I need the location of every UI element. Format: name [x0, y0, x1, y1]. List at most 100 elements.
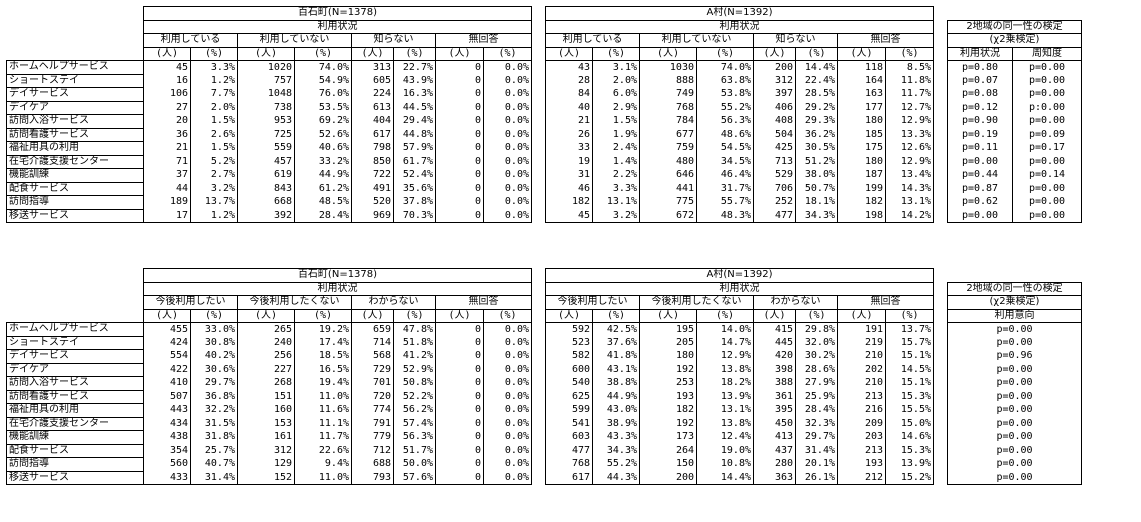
count-cell: 0 — [435, 430, 484, 444]
gap — [934, 169, 948, 183]
count-cell: 224 — [351, 87, 394, 101]
unit-count: (人) — [237, 46, 295, 61]
count-cell: 720 — [351, 390, 394, 404]
percent-cell: 14.3% — [885, 182, 934, 196]
gap — [934, 471, 948, 485]
percent-cell: 14.0% — [696, 322, 754, 336]
row-label: ショートステイ — [6, 335, 144, 350]
unit-percent: (%) — [294, 308, 352, 323]
count-cell: 227 — [237, 363, 295, 377]
table-row: 移送サービス 433 31.4% 152 11.0% 793 57.6% 0 0.0% 617 44… — [6, 470, 1082, 485]
percent-cell: 14.4% — [795, 60, 838, 74]
count-cell: 677 — [639, 128, 697, 142]
p-value-cell: p=0.00 — [947, 155, 1013, 169]
table-row: 配食サービス 44 3.2% 843 61.2% 491 35.6% 0 0.0% 46 3.3% 4… — [6, 181, 1082, 196]
table-row: ショートステイ 424 30.8% 240 17.4% 714 51.8% 0 0.0% 523 3… — [6, 335, 1082, 350]
count-cell: 437 — [753, 444, 796, 458]
unit-percent: (%) — [483, 308, 532, 323]
row-label: ホームヘルプサービス — [6, 60, 144, 75]
percent-cell: 15.3% — [885, 390, 934, 404]
percent-cell: 0.0% — [483, 336, 532, 350]
count-cell: 252 — [753, 195, 796, 209]
p-value-cell: p=0.00 — [1012, 182, 1082, 196]
percent-cell: 43.1% — [592, 363, 640, 377]
percent-cell: 37.6% — [592, 336, 640, 350]
percent-cell: 44.9% — [294, 168, 352, 182]
row-label: 福祉用具の利用 — [6, 141, 144, 156]
count-cell: 672 — [639, 209, 697, 223]
count-cell: 210 — [837, 349, 886, 363]
row-label: 訪問指導 — [6, 457, 144, 472]
table-row: 訪問看護サービス 507 36.8% 151 11.0% 720 52.2% 0 0.0% 625… — [6, 389, 1082, 404]
p-value-cell: p=0.00 — [947, 209, 1013, 223]
percent-cell: 14.4% — [696, 471, 754, 485]
percent-cell: 30.6% — [190, 363, 238, 377]
unit-count: (人) — [143, 46, 191, 61]
gap — [934, 404, 948, 418]
count-cell: 313 — [351, 60, 394, 74]
percent-cell: 0.0% — [483, 376, 532, 390]
p-value-cell: p=0.80 — [947, 60, 1013, 74]
percent-cell: 47.8% — [393, 322, 436, 336]
percent-cell: 28.5% — [795, 87, 838, 101]
table-row: ホームヘルプサービス 45 3.3% 1020 74.0% 313 22.7% 0 0.0% 43… — [6, 60, 1082, 75]
gap — [934, 20, 948, 34]
p-value-cell: p=0.00 — [1012, 209, 1082, 223]
unit-percent: (%) — [483, 46, 532, 61]
percent-cell: 43.0% — [592, 403, 640, 417]
p-value-cell: p=0.00 — [947, 390, 1082, 404]
percent-cell: 54.9% — [294, 74, 352, 88]
gap — [934, 115, 948, 129]
p-value-cell: p=0.00 — [947, 430, 1082, 444]
status-label: 利用状況 — [143, 281, 532, 296]
percent-cell: 0.0% — [483, 74, 532, 88]
percent-cell: 56.3% — [393, 430, 436, 444]
count-cell: 256 — [237, 349, 295, 363]
count-cell: 568 — [351, 349, 394, 363]
percent-cell: 0.0% — [483, 87, 532, 101]
percent-cell: 25.9% — [795, 390, 838, 404]
table-row: 福祉用具の利用 21 1.5% 559 40.6% 798 57.9% 0 0.0% 33 2.4%… — [6, 141, 1082, 156]
count-cell: 180 — [837, 155, 886, 169]
percent-cell: 13.9% — [696, 390, 754, 404]
table-row: デイサービス 106 7.7% 1048 76.0% 224 16.3% 0 0.0% 84 6.0… — [6, 87, 1082, 102]
row-label: 訪問指導 — [6, 195, 144, 210]
gap — [532, 209, 546, 223]
percent-cell: 1.2% — [190, 209, 238, 223]
count-cell: 0 — [435, 168, 484, 182]
count-cell: 20 — [143, 114, 191, 128]
unit-percent: (%) — [294, 46, 352, 61]
table-row: 福祉用具の利用 443 32.2% 160 11.6% 774 56.2% 0 0.0% 599 4… — [6, 403, 1082, 418]
percent-cell: 13.1% — [696, 403, 754, 417]
percent-cell: 40.2% — [190, 349, 238, 363]
percent-cell: 1.5% — [190, 114, 238, 128]
percent-cell: 69.2% — [294, 114, 352, 128]
count-cell: 0 — [435, 101, 484, 115]
count-cell: 185 — [837, 128, 886, 142]
test-column-header: 利用意向 — [947, 308, 1082, 323]
count-cell: 0 — [435, 444, 484, 458]
count-cell: 268 — [237, 376, 295, 390]
gap — [532, 269, 546, 283]
p-value-cell: p=0.09 — [1012, 128, 1082, 142]
percent-cell: 51.2% — [795, 155, 838, 169]
p-value-cell: p=0.00 — [947, 322, 1082, 336]
count-cell: 1020 — [237, 60, 295, 74]
p-value-cell: p=0.08 — [947, 87, 1013, 101]
percent-cell: 31.5% — [190, 417, 238, 431]
percent-cell: 18.1% — [795, 195, 838, 209]
percent-cell: 52.6% — [294, 128, 352, 142]
percent-cell: 15.2% — [885, 471, 934, 485]
category-header: 無回答 — [435, 33, 532, 48]
count-cell: 182 — [837, 195, 886, 209]
percent-cell: 0.0% — [483, 60, 532, 74]
test-title: 2地域の同一性の検定 — [947, 19, 1082, 34]
row-label: デイサービス — [6, 349, 144, 364]
percent-cell: 0.0% — [483, 390, 532, 404]
status-label: 利用状況 — [545, 281, 934, 296]
p-value-cell: p=0.00 — [947, 417, 1082, 431]
count-cell: 0 — [435, 322, 484, 336]
count-cell: 180 — [837, 114, 886, 128]
count-cell: 613 — [351, 101, 394, 115]
count-cell: 0 — [435, 363, 484, 377]
